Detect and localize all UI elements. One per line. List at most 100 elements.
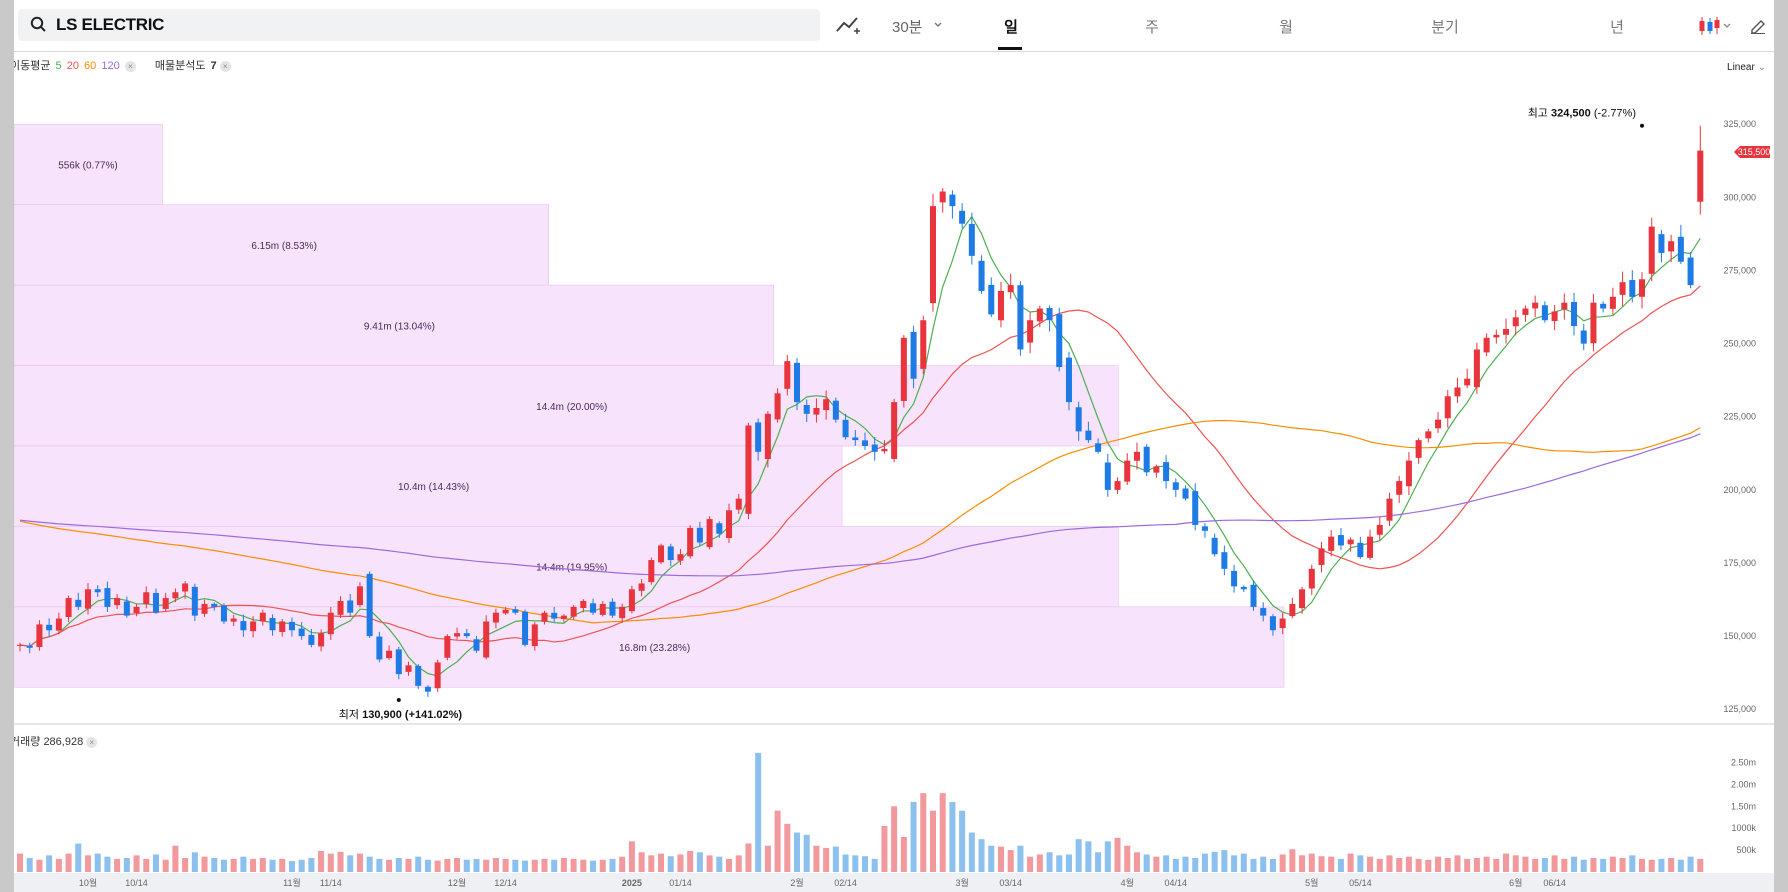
candle <box>1697 125 1704 215</box>
volume-bar <box>1396 857 1403 872</box>
volume-bar <box>143 858 150 872</box>
volume-bar <box>541 858 548 872</box>
candle <box>1318 541 1325 573</box>
candle <box>1503 318 1510 344</box>
pencil-icon[interactable] <box>1749 16 1767 34</box>
volume-bar <box>1493 858 1500 872</box>
volume-bar <box>667 856 674 872</box>
candle <box>55 612 62 635</box>
volume-bar <box>1056 855 1063 872</box>
candle-body <box>434 662 441 689</box>
candle-body <box>288 621 295 631</box>
volume-bar <box>152 854 159 872</box>
interval-dropdown[interactable]: 30분 <box>892 16 923 37</box>
price-chart[interactable]: 556k (0.77%)6.15m (8.53%)9.41m (13.04%)1… <box>14 0 1774 892</box>
candle <box>861 432 869 450</box>
volume-bar <box>1658 858 1665 872</box>
candle-body <box>1299 589 1306 609</box>
y-tick-label: 200,000 <box>1723 485 1756 495</box>
candle-body <box>1347 539 1354 545</box>
candle <box>1172 478 1179 498</box>
scale-dropdown[interactable]: Linear ⌄ <box>1727 62 1766 73</box>
remove-volume-icon[interactable]: × <box>86 736 98 748</box>
volume-bar <box>1639 858 1646 872</box>
candle <box>609 598 616 619</box>
volume-bar <box>337 851 344 872</box>
candle <box>473 635 480 653</box>
tab-day[interactable]: 일 <box>1004 19 1018 36</box>
volume-bar <box>240 856 247 872</box>
candle-body <box>1561 302 1568 310</box>
candle <box>1551 305 1558 331</box>
search-box[interactable]: LS ELECTRIC <box>18 9 820 41</box>
remove-vp-icon[interactable]: × <box>219 60 231 72</box>
tab-week[interactable]: 주 <box>1145 19 1159 36</box>
candle-body <box>522 611 529 645</box>
volume-bar <box>687 850 694 872</box>
draw-trend-icon[interactable] <box>835 15 861 37</box>
volume-bar <box>395 857 402 872</box>
volume-bar <box>735 855 742 872</box>
candle-body <box>774 393 781 420</box>
candle <box>813 398 820 423</box>
candle-body <box>1211 537 1218 555</box>
volume-bar <box>434 860 441 872</box>
candle <box>1114 477 1121 494</box>
volume-bar <box>502 858 509 872</box>
tab-year[interactable]: 년 <box>1610 19 1624 36</box>
candle-body <box>152 592 159 613</box>
tab-month[interactable]: 월 <box>1279 19 1293 36</box>
active-tab-indicator <box>998 47 1022 50</box>
candle-body <box>813 407 820 415</box>
candle-body <box>1668 241 1675 252</box>
chevron-down-icon: ⌄ <box>1757 62 1766 73</box>
candle <box>1435 412 1442 433</box>
candle <box>250 616 257 638</box>
candle-body <box>852 437 859 441</box>
volume-layer <box>16 752 1704 872</box>
volume-bar <box>75 843 82 872</box>
candle <box>755 418 762 461</box>
volume-bar <box>1532 858 1539 872</box>
candle-body <box>939 191 946 203</box>
volume-bar <box>191 852 198 872</box>
remove-ma-icon[interactable]: × <box>124 60 136 72</box>
volume-bar <box>959 810 966 872</box>
candle-body <box>764 413 771 460</box>
volume-bar <box>1027 856 1034 872</box>
chevron-down-icon[interactable] <box>933 21 943 29</box>
volume-bar <box>386 859 393 872</box>
candle-body <box>667 546 674 561</box>
candle <box>1269 614 1276 636</box>
candle-body <box>1473 349 1480 388</box>
candle-body <box>1250 584 1257 607</box>
candle <box>395 646 402 680</box>
volume-bar <box>1357 855 1364 872</box>
candle-body <box>211 603 218 607</box>
candle-type-icon[interactable] <box>1697 15 1731 37</box>
candle <box>900 335 907 408</box>
candle <box>735 493 742 514</box>
candle-body <box>794 362 801 403</box>
volume-bar <box>1541 857 1548 872</box>
candle <box>716 521 723 538</box>
candle <box>628 585 635 614</box>
candle <box>1075 401 1082 441</box>
candle <box>444 634 451 661</box>
candle-body <box>687 527 694 557</box>
candle <box>1629 270 1636 303</box>
tab-quarter[interactable]: 분기 <box>1431 19 1459 36</box>
candle-body <box>619 606 626 619</box>
candle <box>104 581 111 612</box>
candle <box>269 614 276 636</box>
volume-bar <box>531 859 538 872</box>
candle <box>1648 217 1655 282</box>
candle <box>852 429 859 446</box>
candle-body <box>1337 535 1344 546</box>
volume-bar <box>1269 858 1276 872</box>
candle-body <box>55 618 62 631</box>
volume-bar <box>492 857 499 872</box>
candle-body <box>1143 446 1150 473</box>
volume-tick-label: 2.50m <box>1731 758 1756 768</box>
volume-bar <box>1095 852 1102 872</box>
